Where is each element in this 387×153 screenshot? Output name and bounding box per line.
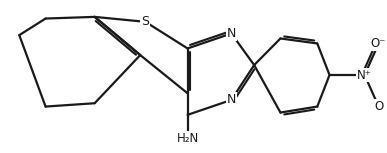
Text: N⁺: N⁺: [357, 69, 372, 82]
Text: N: N: [227, 93, 236, 106]
Text: O⁻: O⁻: [371, 37, 386, 50]
Text: N: N: [227, 27, 236, 40]
Text: S: S: [142, 15, 149, 28]
Text: H₂N: H₂N: [176, 132, 199, 145]
Text: O: O: [374, 100, 383, 113]
